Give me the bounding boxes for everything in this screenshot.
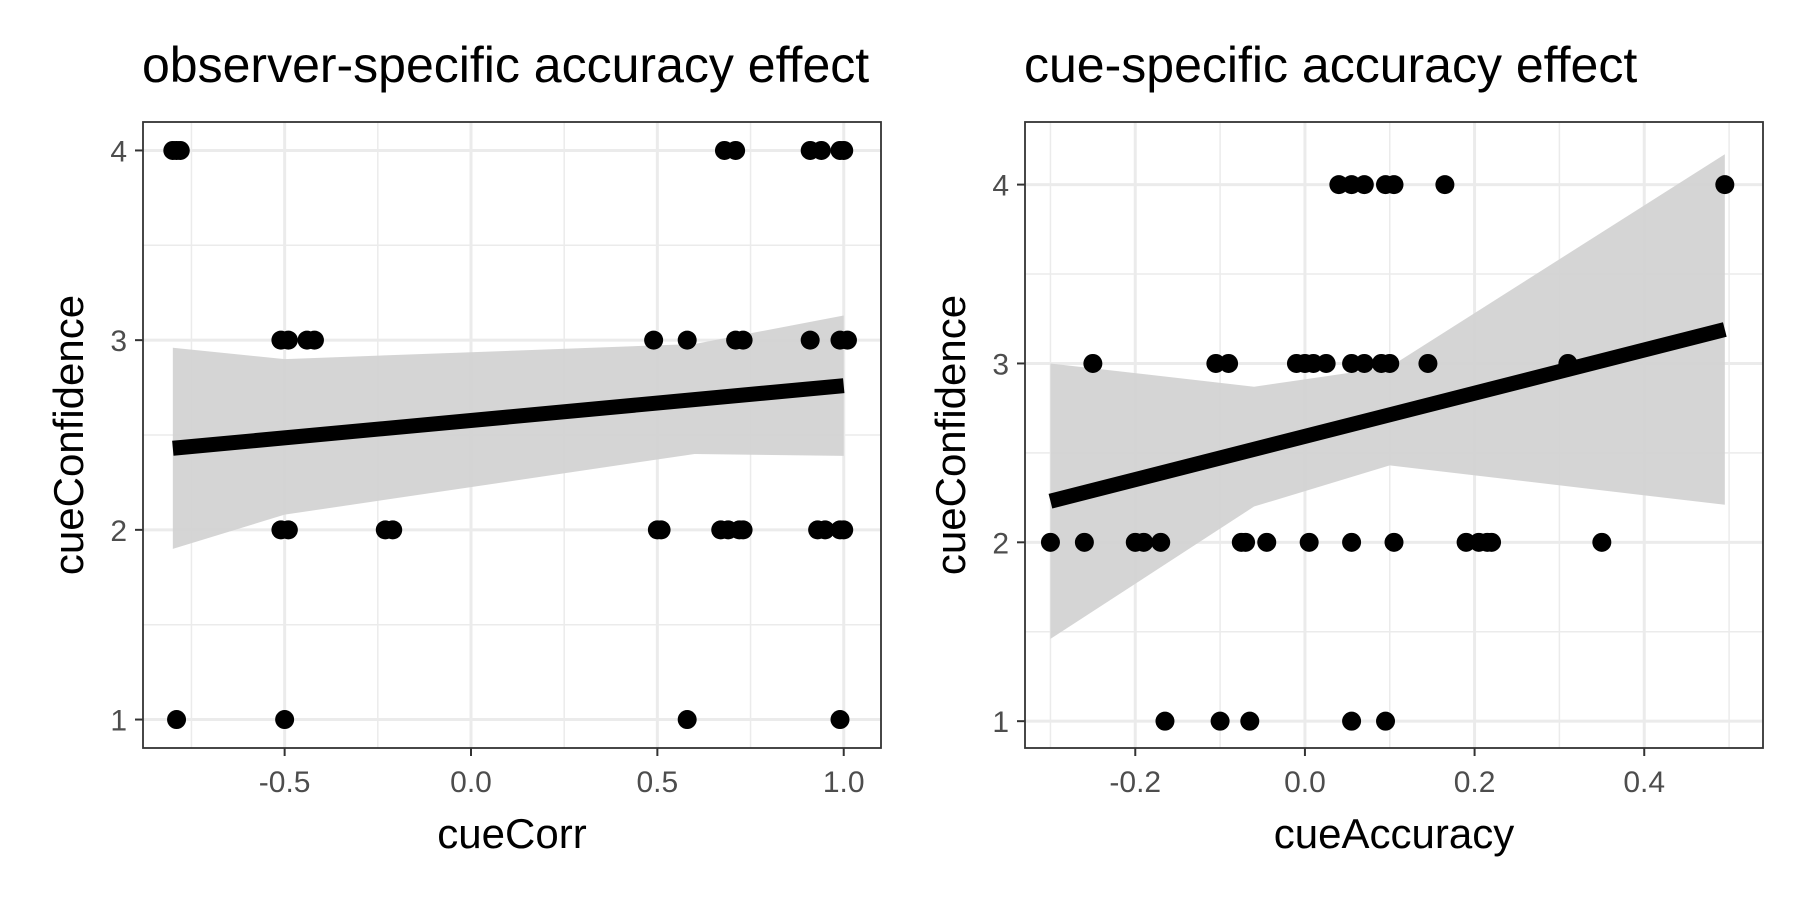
data-point xyxy=(1376,711,1396,731)
data-point xyxy=(1210,711,1230,731)
y-tick-label: 1 xyxy=(110,705,127,738)
data-point xyxy=(278,330,298,350)
data-point xyxy=(1592,532,1612,552)
data-point xyxy=(1236,532,1256,552)
x-tick-label: -0.2 xyxy=(1109,766,1161,799)
data-point xyxy=(1219,353,1239,373)
data-point xyxy=(383,520,403,540)
points xyxy=(1040,175,1735,731)
data-point xyxy=(733,330,753,350)
data-point xyxy=(1354,353,1374,373)
data-point xyxy=(304,330,324,350)
x-tick-label: 0.2 xyxy=(1454,766,1496,799)
data-point xyxy=(830,710,850,730)
data-point xyxy=(1083,353,1103,373)
data-point xyxy=(1134,532,1154,552)
y-tick-label: 4 xyxy=(110,135,127,168)
plot-border xyxy=(142,121,882,749)
data-point xyxy=(1240,711,1260,731)
x-tick-label: 0.4 xyxy=(1623,766,1665,799)
data-point xyxy=(1040,532,1060,552)
data-point xyxy=(1418,353,1438,373)
y-tick-label: 2 xyxy=(110,515,127,548)
x-tick-label: -0.5 xyxy=(259,766,311,799)
y-tick-label: 3 xyxy=(110,325,127,358)
y-tick-label: 4 xyxy=(992,170,1009,203)
data-point xyxy=(1342,532,1362,552)
x-tick-label: 1.0 xyxy=(823,766,865,799)
data-point xyxy=(1342,711,1362,731)
data-point xyxy=(733,520,753,540)
data-point xyxy=(811,140,831,160)
y-tick-label: 2 xyxy=(992,527,1009,560)
data-point xyxy=(167,710,187,730)
data-point xyxy=(1435,175,1455,195)
confidence-ribbon xyxy=(1050,154,1725,639)
data-point xyxy=(726,140,746,160)
regression-line xyxy=(1048,322,1727,509)
data-point xyxy=(1715,175,1735,195)
data-point xyxy=(1316,353,1336,373)
axis-ticks: -0.5 0.0 0.5 1.0 1 2 3 4 xyxy=(110,135,864,799)
data-point xyxy=(1151,532,1171,552)
x-axis-title: cueAccuracy xyxy=(1274,810,1514,857)
data-point xyxy=(1074,532,1094,552)
x-axis-title: cueCorr xyxy=(437,810,586,857)
data-point xyxy=(644,330,664,350)
chart-observer-specific: -0.5 0.0 0.5 1.0 1 2 3 4 cueCorr cueConfidence xyxy=(45,121,882,857)
x-tick-label: 0.5 xyxy=(637,766,679,799)
data-point xyxy=(1384,175,1404,195)
panel-title-observer: observer-specific accuracy effect xyxy=(142,37,870,93)
x-tick-label: 0.0 xyxy=(450,766,492,799)
chart-cue-specific: -0.2 0.0 0.2 0.4 1 2 3 4 cueAccuracy cueConfidenc… xyxy=(927,121,1764,857)
panel-title-cue: cue-specific accuracy effect xyxy=(1024,37,1638,93)
data-point xyxy=(677,710,697,730)
y-axis-title: cueConfidence xyxy=(927,295,974,575)
data-point xyxy=(651,520,671,540)
y-axis-title: cueConfidence xyxy=(45,295,92,575)
data-point xyxy=(1354,175,1374,195)
data-point xyxy=(170,140,190,160)
data-point xyxy=(834,140,854,160)
data-point xyxy=(677,330,697,350)
x-tick-label: 0.0 xyxy=(1284,766,1326,799)
data-point xyxy=(815,520,835,540)
y-tick-label: 3 xyxy=(992,348,1009,381)
data-point xyxy=(1482,532,1502,552)
confidence-ribbon xyxy=(172,315,844,549)
data-point xyxy=(837,330,857,350)
data-point xyxy=(1257,532,1277,552)
data-point xyxy=(1155,711,1175,731)
data-point xyxy=(278,520,298,540)
data-point xyxy=(1299,532,1319,552)
axis-ticks: -0.2 0.0 0.2 0.4 1 2 3 4 xyxy=(992,170,1665,799)
data-point xyxy=(1380,353,1400,373)
regression-line xyxy=(172,378,845,456)
plot-border xyxy=(1024,121,1764,749)
data-point xyxy=(275,710,295,730)
y-tick-label: 1 xyxy=(992,706,1009,739)
data-point xyxy=(834,520,854,540)
data-point xyxy=(1384,532,1404,552)
data-point xyxy=(800,330,820,350)
points xyxy=(163,140,857,730)
